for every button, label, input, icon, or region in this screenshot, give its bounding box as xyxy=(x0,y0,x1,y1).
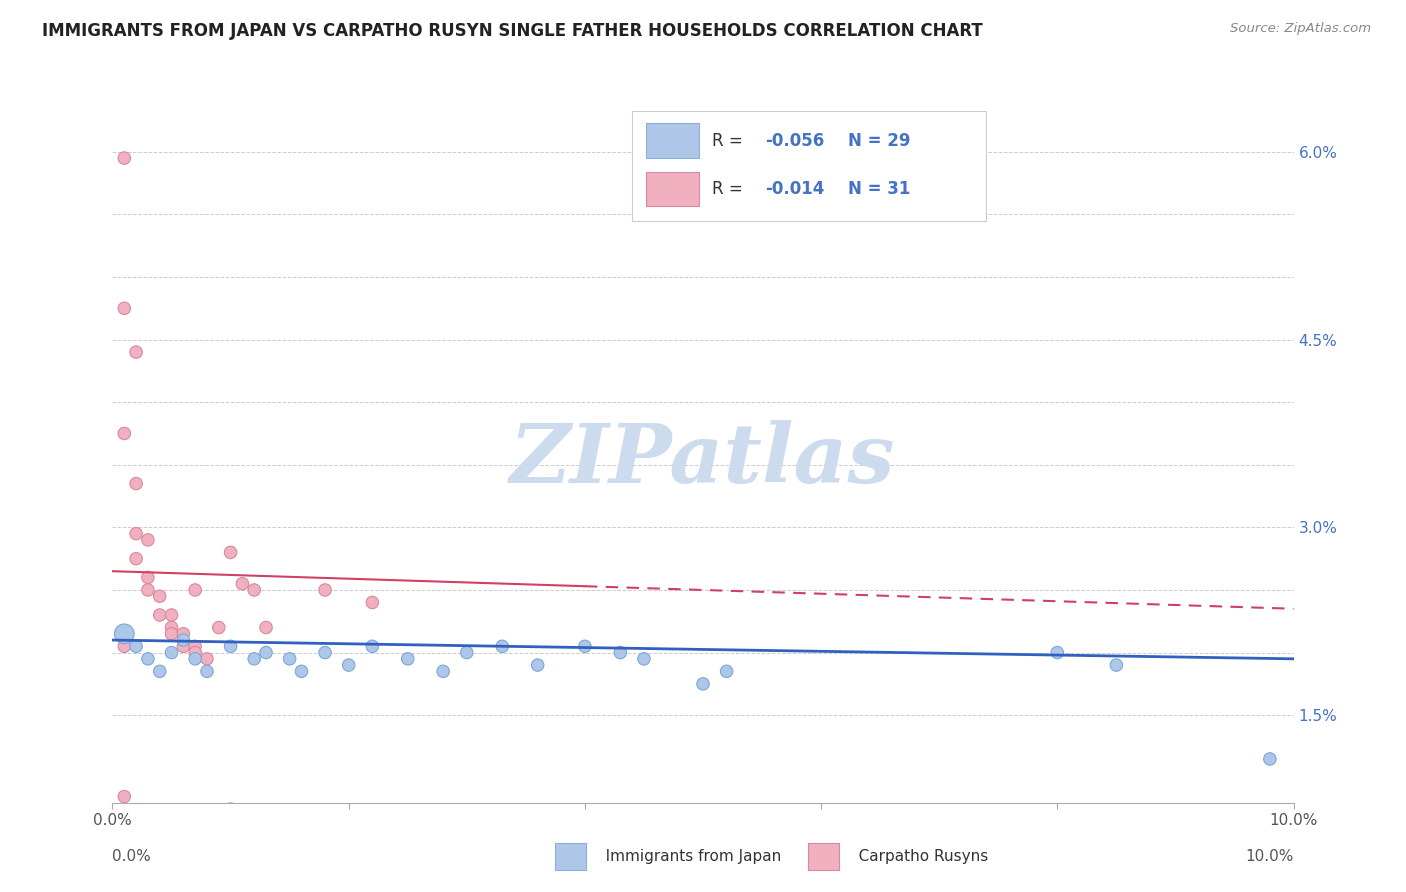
Point xyxy=(432,665,454,679)
Point xyxy=(278,652,301,666)
Point xyxy=(112,301,135,316)
Text: 0.0%: 0.0% xyxy=(112,849,152,863)
Point xyxy=(574,640,596,654)
Point xyxy=(243,652,266,666)
Point xyxy=(491,640,513,654)
Point xyxy=(361,595,384,609)
Point xyxy=(184,640,207,654)
Point xyxy=(160,627,183,641)
Text: Immigrants from Japan: Immigrants from Japan xyxy=(591,849,780,863)
Point xyxy=(290,665,312,679)
Point xyxy=(112,640,135,654)
Text: R =: R = xyxy=(713,180,748,198)
Point xyxy=(125,551,148,566)
Point xyxy=(149,665,172,679)
Point xyxy=(219,640,242,654)
FancyBboxPatch shape xyxy=(633,111,987,221)
Point xyxy=(160,607,183,622)
Point xyxy=(125,345,148,359)
Point xyxy=(254,646,277,660)
Point xyxy=(112,426,135,441)
Point xyxy=(172,640,194,654)
Point xyxy=(633,652,655,666)
Point xyxy=(112,151,135,165)
Text: Source: ZipAtlas.com: Source: ZipAtlas.com xyxy=(1230,22,1371,36)
Bar xyxy=(647,172,699,206)
Point xyxy=(112,627,135,641)
Text: -0.014: -0.014 xyxy=(766,180,825,198)
Point xyxy=(149,589,172,603)
Point xyxy=(456,646,478,660)
Bar xyxy=(647,123,699,158)
Text: N = 31: N = 31 xyxy=(848,180,911,198)
Point xyxy=(172,633,194,648)
Point xyxy=(314,646,336,660)
Point xyxy=(160,621,183,635)
Point xyxy=(184,652,207,666)
Point xyxy=(160,646,183,660)
Point xyxy=(184,582,207,597)
Point xyxy=(184,646,207,660)
Text: Carpatho Rusyns: Carpatho Rusyns xyxy=(844,849,988,863)
Point xyxy=(526,658,548,673)
Point xyxy=(195,652,218,666)
Point xyxy=(136,652,159,666)
Point xyxy=(136,570,159,584)
Point xyxy=(219,802,242,816)
Point xyxy=(1258,752,1281,766)
Point xyxy=(1105,658,1128,673)
Point xyxy=(149,607,172,622)
Text: R =: R = xyxy=(713,132,748,150)
Point xyxy=(195,665,218,679)
Point xyxy=(716,665,738,679)
Text: 10.0%: 10.0% xyxy=(1246,849,1294,863)
Point xyxy=(396,652,419,666)
Point xyxy=(125,476,148,491)
Point xyxy=(361,640,384,654)
Point xyxy=(136,533,159,547)
Point xyxy=(208,621,231,635)
Point xyxy=(125,526,148,541)
Point xyxy=(609,646,631,660)
Point xyxy=(314,582,336,597)
Point xyxy=(172,627,194,641)
Text: -0.056: -0.056 xyxy=(766,132,825,150)
Point xyxy=(692,677,714,691)
Text: ZIPatlas: ZIPatlas xyxy=(510,420,896,500)
Point xyxy=(125,640,148,654)
Point xyxy=(337,658,360,673)
Text: IMMIGRANTS FROM JAPAN VS CARPATHO RUSYN SINGLE FATHER HOUSEHOLDS CORRELATION CHA: IMMIGRANTS FROM JAPAN VS CARPATHO RUSYN … xyxy=(42,22,983,40)
Point xyxy=(219,545,242,559)
Point xyxy=(254,621,277,635)
Text: N = 29: N = 29 xyxy=(848,132,911,150)
Point xyxy=(136,582,159,597)
Point xyxy=(231,576,253,591)
Point xyxy=(112,789,135,804)
Point xyxy=(243,582,266,597)
Point xyxy=(1046,646,1069,660)
